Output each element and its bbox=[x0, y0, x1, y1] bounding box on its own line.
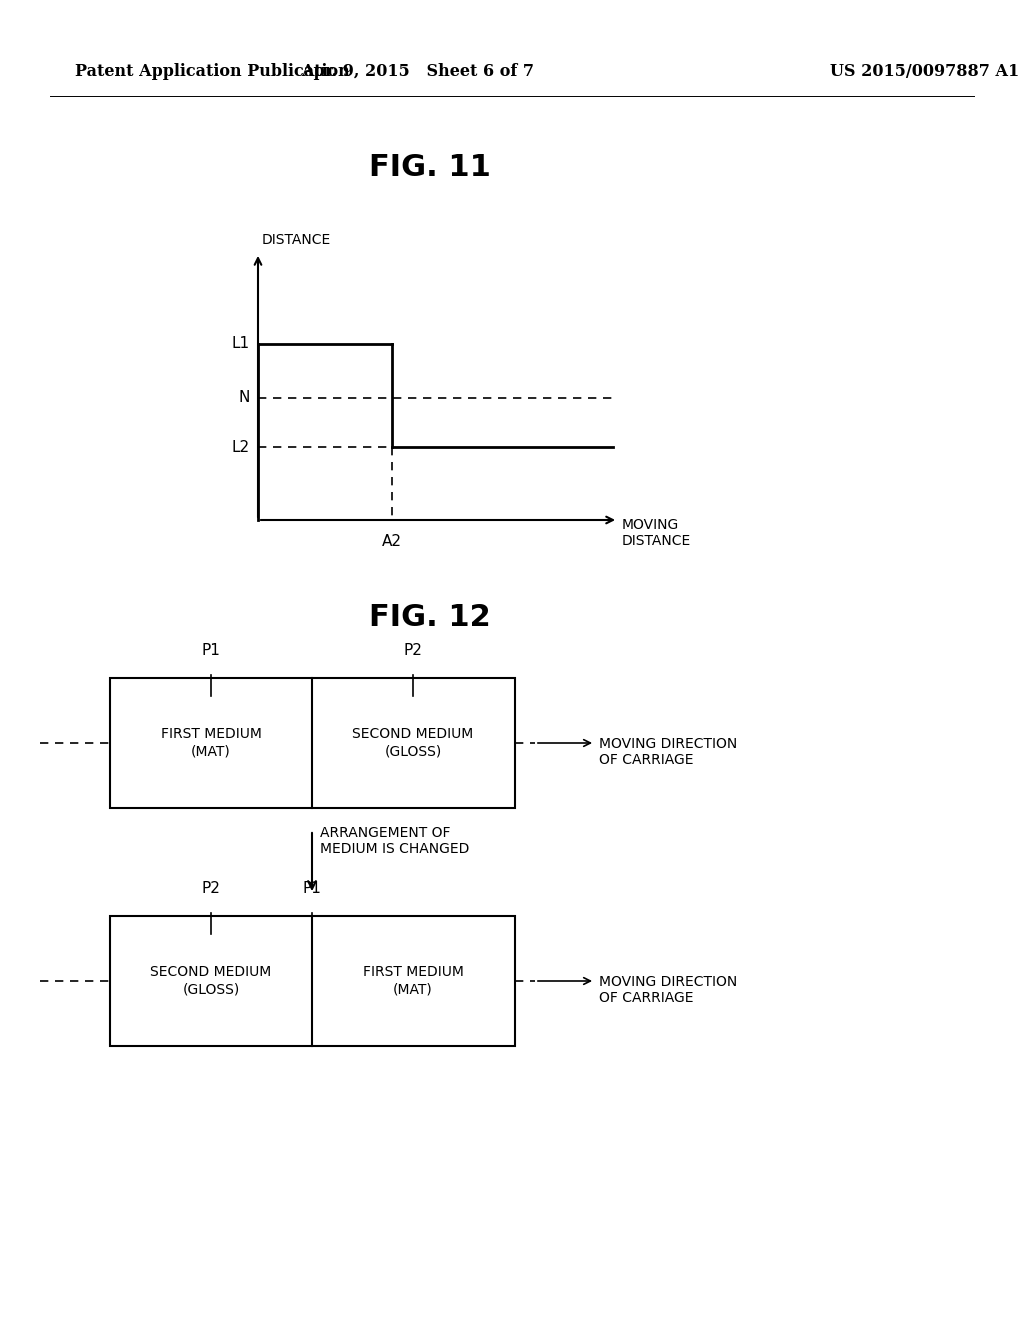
Text: FIG. 12: FIG. 12 bbox=[369, 603, 490, 632]
Text: P2: P2 bbox=[202, 880, 220, 896]
Text: FIRST MEDIUM
(MAT): FIRST MEDIUM (MAT) bbox=[161, 727, 261, 759]
Text: SECOND MEDIUM
(GLOSS): SECOND MEDIUM (GLOSS) bbox=[151, 965, 271, 997]
Text: FIRST MEDIUM
(MAT): FIRST MEDIUM (MAT) bbox=[362, 965, 464, 997]
Text: FIG. 11: FIG. 11 bbox=[369, 153, 490, 182]
Text: MOVING
DISTANCE: MOVING DISTANCE bbox=[622, 517, 691, 548]
Text: L1: L1 bbox=[231, 337, 250, 351]
Text: US 2015/0097887 A1: US 2015/0097887 A1 bbox=[830, 63, 1019, 81]
Text: MOVING DIRECTION
OF CARRIAGE: MOVING DIRECTION OF CARRIAGE bbox=[599, 737, 737, 767]
Text: MOVING DIRECTION
OF CARRIAGE: MOVING DIRECTION OF CARRIAGE bbox=[599, 975, 737, 1005]
Text: P1: P1 bbox=[202, 643, 220, 657]
Text: ARRANGEMENT OF
MEDIUM IS CHANGED: ARRANGEMENT OF MEDIUM IS CHANGED bbox=[319, 826, 469, 857]
Bar bbox=[110, 678, 515, 808]
Text: Apr. 9, 2015   Sheet 6 of 7: Apr. 9, 2015 Sheet 6 of 7 bbox=[301, 63, 535, 81]
Text: N: N bbox=[239, 391, 250, 405]
Text: L2: L2 bbox=[231, 440, 250, 454]
Text: P1: P1 bbox=[302, 880, 322, 896]
Text: Patent Application Publication: Patent Application Publication bbox=[75, 63, 350, 81]
Text: A2: A2 bbox=[382, 535, 402, 549]
Text: SECOND MEDIUM
(GLOSS): SECOND MEDIUM (GLOSS) bbox=[352, 727, 474, 759]
Bar bbox=[110, 916, 515, 1045]
Text: P2: P2 bbox=[403, 643, 423, 657]
Text: DISTANCE: DISTANCE bbox=[262, 234, 331, 247]
